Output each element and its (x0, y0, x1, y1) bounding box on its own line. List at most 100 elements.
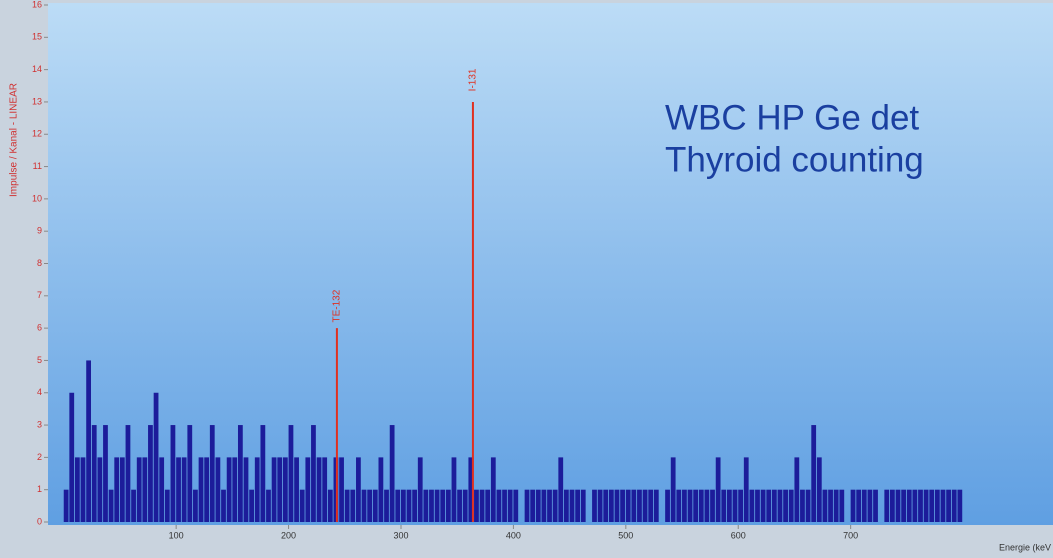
channel-bar (693, 489, 699, 522)
channel-bar (294, 457, 299, 522)
channel-bar (417, 457, 423, 522)
channel-bar (181, 457, 187, 522)
channel-bar (125, 425, 131, 522)
channel-bar (434, 489, 440, 522)
channel-bar (86, 360, 91, 522)
y-tick-label: 4 (37, 387, 42, 397)
channel-bar (367, 489, 373, 522)
channel-bar (822, 489, 828, 522)
channel-bar (361, 489, 367, 522)
channel-bar (91, 425, 97, 522)
channel-bar (676, 489, 682, 522)
channel-bar (901, 489, 907, 522)
channel-bar (861, 489, 867, 522)
channel-bar (873, 489, 878, 522)
channel-bar (906, 489, 912, 522)
channel-bar (726, 489, 732, 522)
channel-bar (322, 457, 328, 522)
channel-bar (608, 489, 614, 522)
channel-bar (232, 457, 238, 522)
channel-bar (356, 457, 361, 522)
y-tick-label: 1 (37, 484, 42, 494)
channel-bar (912, 489, 918, 522)
y-tick-label: 0 (37, 516, 42, 526)
channel-bar (159, 457, 165, 522)
channel-bar (80, 457, 86, 522)
channel-bar (406, 489, 412, 522)
channel-bar (97, 457, 103, 522)
channel-bar (305, 457, 311, 522)
x-tick-label: 700 (843, 530, 858, 540)
channel-bar (384, 489, 389, 522)
channel-bar (811, 425, 817, 522)
channel-bar (288, 425, 294, 522)
channel-bar (400, 489, 406, 522)
channel-bar (721, 489, 727, 522)
channel-bar (114, 457, 120, 522)
peak-label: TE-132 (332, 289, 343, 322)
channel-bar (249, 489, 255, 522)
channel-bar (507, 489, 513, 522)
channel-bar (850, 489, 856, 522)
channel-bar (682, 489, 687, 522)
channel-bar (474, 489, 479, 522)
channel-bar (732, 489, 738, 522)
channel-bar (153, 392, 159, 522)
channel-bar (918, 489, 923, 522)
channel-bar (277, 457, 283, 522)
channel-bar (957, 489, 963, 522)
channel-bar (783, 489, 788, 522)
channel-bar (74, 457, 80, 522)
y-tick-label: 5 (37, 355, 42, 365)
channel-bar (614, 489, 620, 522)
channel-bar (412, 489, 418, 522)
channel-bar (164, 489, 170, 522)
channel-bar (934, 489, 940, 522)
x-tick-label: 100 (169, 530, 184, 540)
channel-bar (816, 457, 822, 522)
channel-bar (423, 489, 429, 522)
channel-bar (687, 489, 693, 522)
channel-bar (839, 489, 845, 522)
channel-bar (597, 489, 603, 522)
channel-bar (603, 489, 609, 522)
channel-bar (221, 489, 226, 522)
channel-bar (755, 489, 760, 522)
channel-bar (788, 489, 794, 522)
channel-bar (665, 489, 670, 522)
y-axis-title: Impulse / Kanal - LINEAR (9, 83, 20, 197)
channel-bar (771, 489, 777, 522)
channel-bar (226, 457, 232, 522)
channel-bar (558, 457, 564, 522)
channel-bar (648, 489, 654, 522)
channel-bar (142, 457, 148, 522)
y-tick-label: 3 (37, 419, 42, 429)
channel-bar (299, 489, 305, 522)
y-tick-label: 8 (37, 258, 42, 268)
channel-bar (580, 489, 586, 522)
x-tick-label: 200 (281, 530, 296, 540)
channel-bar (457, 489, 462, 522)
channel-bar (187, 425, 193, 522)
channel-bar (552, 489, 558, 522)
channel-bar (698, 489, 704, 522)
x-tick-label: 400 (506, 530, 521, 540)
channel-bar (530, 489, 536, 522)
y-tick-label: 6 (37, 323, 42, 333)
y-tick-label: 15 (32, 32, 42, 42)
x-tick-label: 300 (393, 530, 408, 540)
channel-bar (946, 489, 951, 522)
y-tick-label: 9 (37, 226, 42, 236)
channel-bar (440, 489, 446, 522)
channel-bar (524, 489, 530, 522)
channel-bar (715, 457, 721, 522)
channel-bar (929, 489, 935, 522)
x-tick-label: 500 (618, 530, 633, 540)
channel-bar (777, 489, 783, 522)
y-tick-label: 16 (32, 0, 42, 9)
channel-bar (805, 489, 811, 522)
channel-bar (131, 489, 136, 522)
y-tick-label: 13 (32, 96, 42, 106)
channel-bar (468, 457, 474, 522)
channel-bar (563, 489, 569, 522)
